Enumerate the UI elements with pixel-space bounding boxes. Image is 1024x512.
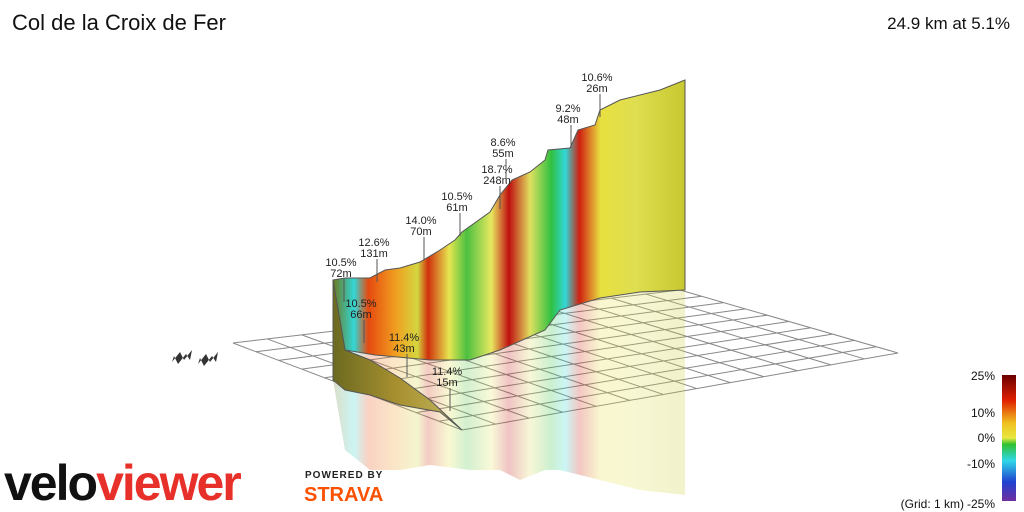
gradient-scale [1002, 375, 1016, 501]
annotation-grade: 10.6% [581, 72, 612, 84]
annotation-length: 26m [586, 83, 607, 95]
annotation-length: 248m [483, 175, 511, 187]
annotation-grade: 10.5% [441, 191, 472, 203]
annotation-length: 66m [350, 309, 371, 321]
powered-by: POWERED BY [305, 470, 383, 481]
annotation-grade: 9.2% [555, 103, 580, 115]
logo-end: viewer [96, 455, 241, 511]
legend-tick-label: -25% [967, 497, 995, 511]
annotation-length: 48m [557, 114, 578, 126]
strava: STRAVA [304, 484, 383, 506]
legend-tick-label: 10% [971, 406, 995, 420]
annotation-grade: 8.6% [490, 137, 515, 149]
title: Col de la Croix de Fer [12, 10, 226, 35]
annotation-grade: 14.0% [405, 215, 436, 227]
grid-line [679, 289, 899, 354]
logo: veloviewer [4, 455, 241, 511]
reflection [333, 290, 685, 495]
annotation-grade: 18.7% [481, 164, 512, 176]
annotation-length: 61m [446, 202, 467, 214]
annotation-length: 70m [410, 226, 431, 238]
annotation-length: 15m [436, 377, 457, 389]
profile-front [332, 279, 463, 431]
annotation-length: 72m [330, 268, 351, 280]
annotation-length: 55m [492, 148, 513, 160]
logo-start: velo [4, 455, 97, 511]
annotation-grade: 10.5% [345, 298, 376, 310]
annotation-length: 131m [360, 248, 388, 260]
annotation-grade: 11.4% [389, 332, 420, 344]
north-arrow [172, 350, 218, 366]
annotation-length: 43m [393, 343, 414, 355]
legend-tick-label: -10% [967, 457, 995, 471]
annotation-grade: 10.5% [325, 257, 356, 269]
annotation-grade: 12.6% [358, 237, 389, 249]
grid-note: (Grid: 1 km) [901, 497, 964, 511]
profile-wall [332, 79, 686, 361]
legend-tick-label: 25% [971, 369, 995, 383]
summary: 24.9 km at 5.1% [887, 14, 1010, 33]
legend-tick-label: 0% [978, 431, 996, 445]
annotation-grade: 11.4% [432, 366, 463, 378]
